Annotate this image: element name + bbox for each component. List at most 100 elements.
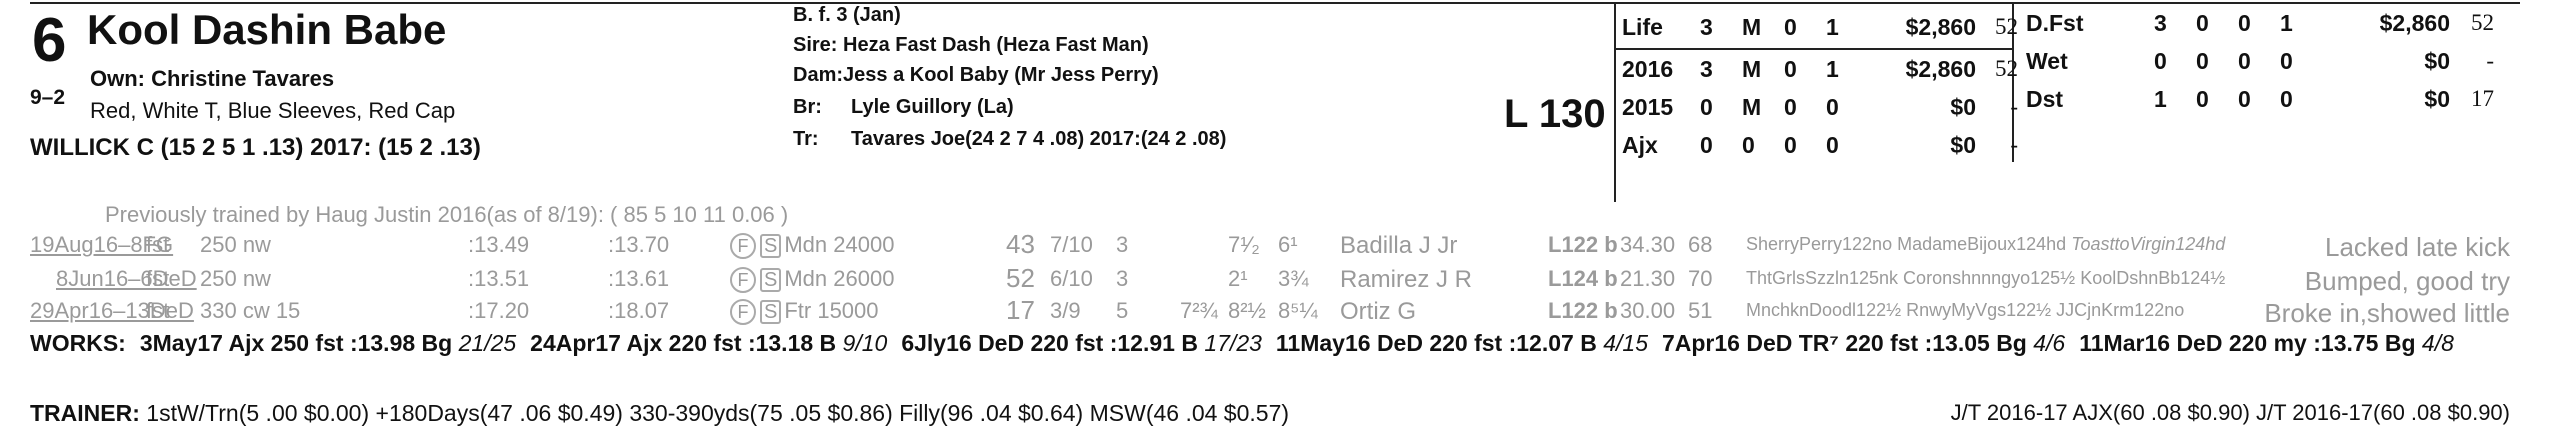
race-odds: 21.30 [1620, 266, 1676, 291]
race-result: Lacked late kick [2325, 232, 2510, 262]
stats-earnings: $0 [1950, 131, 1976, 158]
race-fraction-1: :17.20 [468, 298, 530, 323]
stats-places: 0 [2238, 9, 2251, 36]
stats-shows: 0 [2280, 85, 2293, 112]
race-code-s-icon: S [760, 300, 782, 324]
work-track: DeD [1376, 330, 1430, 356]
stats-label: Ajx [1622, 131, 1658, 158]
trainer-stats-label: TRAINER: [30, 400, 140, 426]
work-date: 3May17 [139, 330, 229, 356]
race-type-label: Ftr 15000 [784, 298, 879, 323]
race-speed: 51 [1688, 298, 1713, 323]
stats-row: Ajx 0 0 0 0 $0 - [1622, 126, 2018, 164]
work-time: :12.91 [1109, 330, 1182, 356]
stats-places: 0 [1784, 13, 1797, 40]
stats-wins: M [1742, 55, 1762, 82]
jockey-trainer-stats: J/T 2016-17 AJX(60 .08 $0.90) J/T 2016-1… [1950, 400, 2510, 425]
work-rank: 4/15 [1603, 330, 1648, 356]
race-finish: 8⁵¼ [1278, 298, 1318, 323]
race-row: 19Aug16–8FG fst 250 nw:13.49:13.70 F S Mdn 24… [0, 229, 2550, 264]
work-rank: 4/6 [2033, 330, 2066, 356]
stats-starts: 3 [1700, 55, 1713, 82]
work-distance: 220 fst [668, 330, 748, 356]
works-line: WORKS: 3May17 Ajx 250 fst :13.98 Bg 21/25… [30, 330, 2468, 357]
race-result: Broke in,showed little [2264, 298, 2510, 328]
work-grade: B [1580, 330, 1604, 356]
stats-earnings: $2,860 [1905, 55, 1976, 82]
race-call-2: 2¹ [1228, 266, 1248, 291]
stats-life-rule [1614, 48, 2014, 50]
stats-row: Dst 1 0 0 0 $0 17 [2026, 80, 2494, 118]
stats-speed: - [2010, 132, 2018, 157]
work-distance: 220 fst [1429, 330, 1509, 356]
stats-row: Life 3 M 0 1 $2,860 52 [1622, 4, 2018, 50]
race-code-s-icon: S [760, 268, 782, 292]
breeder-value: Lyle Guillory (La) [851, 96, 1014, 118]
sire: Sire: Heza Fast Dash (Heza Fast Man) [793, 34, 1149, 56]
work-rank: 17/23 [1204, 330, 1262, 356]
work-date: 11Mar16 [2079, 330, 2177, 356]
stats-shows: 1 [1826, 55, 1839, 82]
work-distance: 220 fst [1030, 330, 1110, 356]
race-row: 8Jun16–6DeD fst 250 nw:13.51:13.61 F S Mdn 26… [0, 263, 2550, 298]
stats-starts: 3 [2154, 9, 2167, 36]
trainer-stats-text: 1stW/Trn(5 .00 $0.00) +180Days(47 .06 $0… [146, 400, 1290, 426]
race-call-2: 7¹⁄₂ [1228, 232, 1260, 257]
stats-mid-border [2012, 2, 2014, 162]
work-distance: 250 fst [270, 330, 350, 356]
race-code-f-icon: F [730, 233, 756, 259]
stats-label: Wet [2026, 47, 2068, 74]
work-track: Ajx [228, 330, 271, 356]
dam: Dam:Jess a Kool Baby (Mr Jess Perry) [793, 64, 1159, 87]
work-time: :13.98 [349, 330, 422, 356]
race-fraction-1: :13.49 [468, 232, 530, 257]
race-figure: 17 [1006, 295, 1035, 325]
owner: Own: Christine Tavares [90, 66, 335, 91]
stats-starts: 1 [2154, 85, 2167, 112]
race-fraction-2: :13.61 [608, 266, 670, 291]
stats-label: Life [1622, 13, 1663, 40]
race-fraction-1: :13.51 [468, 266, 530, 291]
work-grade: B [819, 330, 843, 356]
work-time: :12.07 [1508, 330, 1581, 356]
race-figure: 43 [1006, 229, 1035, 259]
work-time: :13.18 [747, 330, 820, 356]
race-call-1: 7²¾ [1180, 298, 1218, 323]
trainer-stats: TRAINER: 1stW/Trn(5 .00 $0.00) +180Days(… [30, 400, 1289, 427]
race-weight: L122 b [1548, 232, 1618, 257]
race-speed: 70 [1688, 266, 1713, 291]
stats-wins: 0 [1742, 131, 1755, 158]
stats-speed: 52 [1995, 56, 2018, 81]
work-track: DeD TR⁷ [1746, 330, 1846, 356]
work-time: :13.75 [2313, 330, 2385, 356]
sex-age: B. f. 3 (Jan) [793, 4, 901, 26]
stats-table-left: Life 3 M 0 1 $2,860 52 2016 3 M 0 1 $2,860 52 2015 0 M 0 0… [1622, 4, 2018, 164]
work-entry: 6Jly16 DeD 220 fst :12.91 B 17/23 [901, 330, 1262, 356]
race-date: 19Aug16–8FG [30, 232, 174, 257]
work-time: :13.05 [1924, 330, 1997, 356]
weight: L 130 [1504, 92, 1606, 136]
stats-row: Wet 0 0 0 0 $0 - [2026, 42, 2494, 80]
race-odds: 30.00 [1620, 298, 1676, 323]
work-track: DeD [2176, 330, 2229, 356]
stats-places: 0 [2238, 85, 2251, 112]
work-track: DeD [978, 330, 1031, 356]
stats-places: 0 [1784, 131, 1797, 158]
race-weight: L124 b [1548, 266, 1618, 291]
race-type: F S Ftr 15000 [730, 298, 879, 325]
race-weight: L122 b [1548, 298, 1618, 323]
race-comment: SherryPerry122no MadameBijoux124hd Toast… [1746, 234, 2225, 255]
stats-label: 2016 [1622, 55, 1674, 82]
stats-row: 2015 0 M 0 0 $0- [1622, 88, 2018, 126]
race-post: 6/10 [1050, 266, 1093, 291]
stats-starts: 0 [1700, 131, 1713, 158]
stats-earnings: $2,860 [1905, 13, 1976, 40]
work-distance: 220 my [2228, 330, 2314, 356]
stats-row: D.Fst 3 0 0 1 $2,860 52 [2026, 4, 2494, 42]
stats-starts: 0 [1700, 93, 1713, 120]
stats-places: 0 [2238, 47, 2251, 74]
program-number: 6 [32, 6, 67, 75]
stats-speed: - [2486, 48, 2494, 73]
stats-speed: 52 [1995, 14, 2018, 39]
race-odds: 34.30 [1620, 232, 1676, 257]
